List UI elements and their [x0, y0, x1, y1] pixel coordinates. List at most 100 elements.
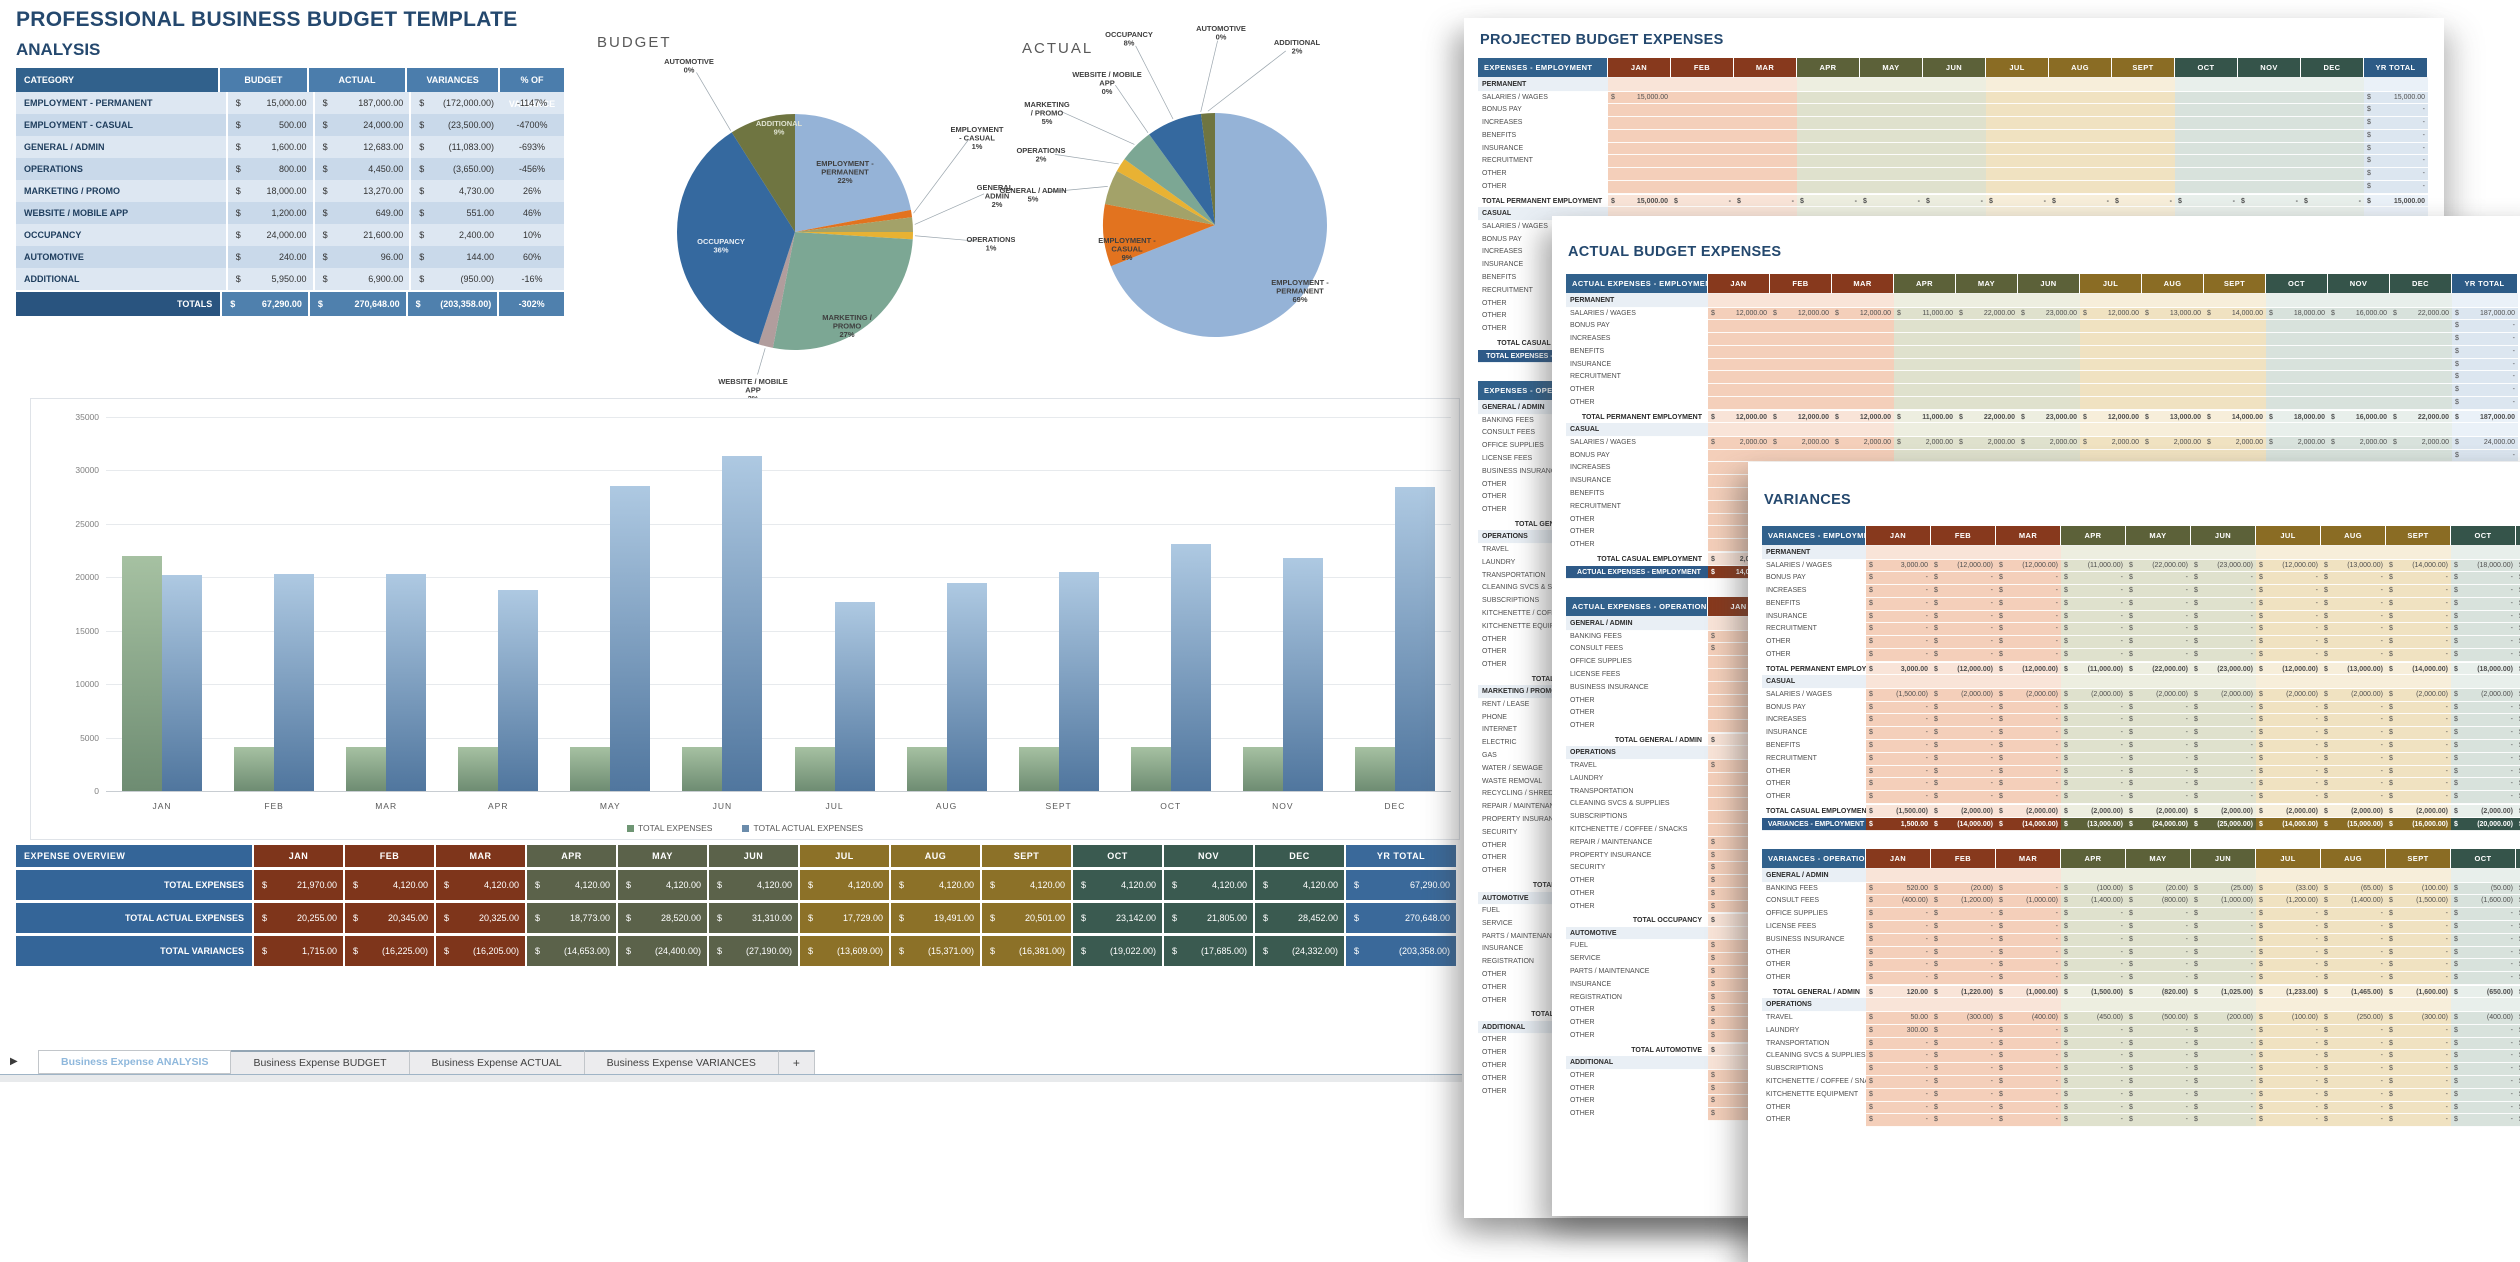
cell[interactable]: $ (1,500.00)	[2386, 895, 2451, 909]
cell[interactable]	[1931, 675, 1996, 689]
row-label[interactable]: SALARIES / WAGES	[1478, 92, 1608, 105]
cell[interactable]	[1986, 155, 2049, 169]
month-header[interactable]: OCT	[2451, 526, 2516, 546]
cell[interactable]: $-	[2516, 959, 2520, 973]
cell[interactable]	[2238, 155, 2301, 169]
cell[interactable]: $ (24,000.00)	[2126, 817, 2191, 832]
cell[interactable]: $4,120.00	[709, 870, 800, 900]
row-label[interactable]: CLEANING SVCS & SUPPLIES	[1762, 1050, 1866, 1064]
row-label[interactable]: INSURANCE	[1566, 475, 1708, 489]
cell[interactable]: $-	[2126, 701, 2191, 715]
cell[interactable]: $ (950.00)	[409, 268, 500, 290]
cell[interactable]: $270,648.00	[1346, 903, 1456, 933]
cell[interactable]: $-	[2191, 585, 2256, 598]
cell[interactable]	[2301, 142, 2364, 156]
cell[interactable]: $-	[2256, 778, 2321, 792]
yr-cell[interactable]: $-	[2364, 142, 2428, 156]
cell[interactable]: $11,000.00	[1894, 307, 1956, 321]
month-header[interactable]: JUL	[800, 845, 891, 867]
cell[interactable]: $4,120.00	[982, 870, 1073, 900]
cell[interactable]: $96.00	[312, 246, 410, 268]
cell[interactable]: $24,000.00	[225, 224, 313, 246]
cell[interactable]: $-	[1931, 585, 1996, 598]
cell[interactable]: $(2,000.00)	[2061, 804, 2126, 818]
cell[interactable]: $ (1,220.00)	[1931, 984, 1996, 999]
cell[interactable]	[2018, 345, 2080, 359]
bar-total-actual-expenses[interactable]	[162, 574, 203, 791]
cell[interactable]: $ (203,358.00)	[405, 292, 498, 316]
column-header[interactable]: % OF VARIANCE	[497, 68, 564, 109]
panel-corner-header[interactable]: ACTUAL EXPENSES - OPERATIONAL	[1566, 597, 1708, 618]
cell[interactable]	[1956, 423, 2018, 437]
cell[interactable]: $ (27,190.00)	[709, 936, 800, 966]
cell[interactable]: $-	[2516, 585, 2520, 598]
cell[interactable]	[2112, 129, 2175, 143]
cell[interactable]: $-	[2321, 1063, 2386, 1076]
cell[interactable]: $ (1,600.00)	[2386, 984, 2451, 999]
month-header[interactable]: MAR	[1996, 526, 2061, 546]
cell[interactable]: $13,000.00	[2142, 307, 2204, 321]
cell[interactable]: $-	[1996, 1063, 2061, 1076]
cell[interactable]: $-	[1931, 933, 1996, 947]
cell[interactable]: $2,000.00	[2080, 436, 2142, 450]
cell[interactable]	[2238, 91, 2301, 105]
cell[interactable]: $-	[1931, 1101, 1996, 1115]
cell[interactable]: $ (23,500.00)	[409, 114, 500, 136]
cell[interactable]: $-	[2256, 636, 2321, 650]
cell[interactable]: $18,773.00	[527, 903, 618, 933]
cell[interactable]: $-	[1931, 740, 1996, 753]
cell[interactable]: $-	[1734, 193, 1797, 208]
cell[interactable]: $-	[2386, 636, 2451, 650]
row-label[interactable]: AUTOMOTIVE	[1566, 926, 1708, 941]
bar-total-actual-expenses[interactable]	[834, 601, 875, 791]
month-header[interactable]: AUG	[2142, 274, 2204, 294]
cell[interactable]: $-	[2256, 1114, 2321, 1128]
cell[interactable]	[2112, 91, 2175, 105]
cell[interactable]: $-	[2321, 908, 2386, 921]
row-label[interactable]: INCREASES	[1566, 333, 1708, 346]
cell[interactable]	[2142, 397, 2204, 410]
cell[interactable]: $-	[2126, 778, 2191, 792]
cell[interactable]: $-	[1931, 597, 1996, 611]
row-label[interactable]: OTHER	[1478, 310, 1608, 324]
cell[interactable]	[2049, 155, 2112, 169]
cell[interactable]: $-	[1931, 1088, 1996, 1102]
cell[interactable]: $-	[2256, 1075, 2321, 1089]
cell[interactable]: $2,000.00	[2390, 436, 2452, 450]
cell[interactable]	[2049, 117, 2112, 130]
cell[interactable]: $(2,000.00)	[2386, 688, 2451, 702]
row-label[interactable]: OTHER	[1478, 982, 1608, 995]
cell[interactable]: $-	[1797, 193, 1860, 208]
cell[interactable]	[1832, 358, 1894, 372]
yr-cell[interactable]: $-	[2452, 345, 2518, 359]
cell[interactable]	[1832, 294, 1894, 308]
cell[interactable]: $187,000.00	[312, 92, 410, 114]
cell[interactable]	[1860, 168, 1923, 182]
cell[interactable]: $13,000.00	[2142, 409, 2204, 424]
cell[interactable]: $ (1,465.00)	[2321, 984, 2386, 999]
row-label[interactable]: INCREASES	[1566, 462, 1708, 476]
cell[interactable]: $ (1,600.00)	[2451, 895, 2516, 909]
cell[interactable]	[1770, 371, 1832, 385]
yr-cell[interactable]: $187,000.00	[2452, 307, 2518, 321]
cell[interactable]	[2204, 371, 2266, 385]
yr-cell[interactable]: $-	[2452, 358, 2518, 372]
cell[interactable]: $-	[2175, 193, 2238, 208]
cell[interactable]: $23,000.00	[2018, 307, 2080, 321]
cell[interactable]: $-	[1866, 1101, 1931, 1115]
yr-total-header[interactable]: YR TOTAL	[2364, 58, 2428, 78]
month-header[interactable]: FEB	[1770, 274, 1832, 294]
row-label[interactable]: PERMANENT	[1762, 546, 1866, 560]
cell[interactable]: $-	[2451, 1024, 2516, 1038]
row-label[interactable]: BONUS PAY	[1478, 234, 1608, 247]
cell[interactable]	[1866, 546, 1931, 560]
yr-cell[interactable]: $-	[2364, 181, 2428, 194]
cell[interactable]	[1734, 91, 1797, 105]
cell[interactable]: $-	[1996, 1050, 2061, 1064]
cell[interactable]	[1894, 397, 1956, 410]
cell[interactable]: $ (400.00)	[2451, 1011, 2516, 1025]
cell[interactable]: $-	[1996, 752, 2061, 766]
month-header[interactable]: OCT	[1073, 845, 1164, 867]
cell[interactable]	[1986, 117, 2049, 130]
cell[interactable]	[2328, 384, 2390, 398]
